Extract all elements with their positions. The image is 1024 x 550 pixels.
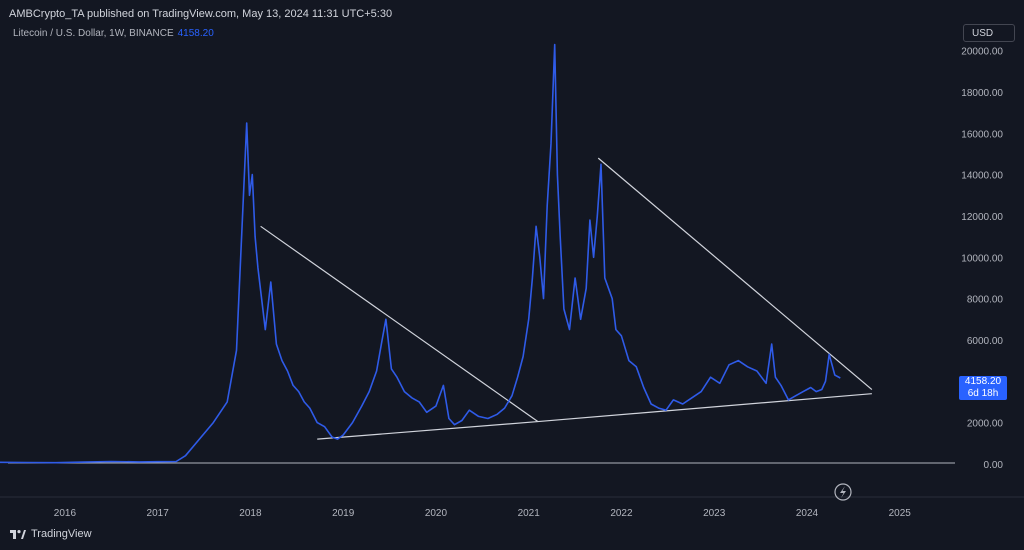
symbol-price: 4158.20	[177, 28, 214, 39]
y-tick-label: 6000.00	[967, 336, 1004, 347]
series-line-1	[0, 43, 841, 464]
trendline-1[interactable]	[260, 225, 539, 423]
footer	[0, 523, 1024, 550]
tradingview-brand[interactable]: TradingView	[10, 528, 92, 540]
price-tag: 4158.20 6d 18h	[959, 376, 1007, 400]
price-tag-value: 4158.20	[964, 376, 1002, 387]
x-tick-label: 2024	[796, 508, 819, 519]
x-tick-label: 2019	[332, 508, 355, 519]
y-tick-label: 2000.00	[967, 419, 1004, 430]
trendlines	[260, 157, 873, 440]
x-tick-label: 2020	[425, 508, 448, 519]
y-tick-label: 16000.00	[961, 129, 1003, 140]
price-series	[0, 43, 841, 464]
trendline-2[interactable]	[317, 420, 539, 440]
y-tick-label: 12000.00	[961, 212, 1003, 223]
tradingview-logo-icon	[10, 529, 26, 539]
y-tick-label: 10000.00	[961, 253, 1003, 264]
y-tick-label: 8000.00	[967, 295, 1004, 306]
y-axis: 0.002000.004000.006000.008000.0010000.00…	[961, 47, 1003, 471]
price-tag-countdown: 6d 18h	[967, 388, 999, 399]
lightning-icon[interactable]	[834, 483, 852, 501]
y-tick-label: 20000.00	[961, 47, 1003, 58]
x-tick-label: 2017	[147, 508, 170, 519]
currency-button[interactable]: USD	[963, 24, 1015, 42]
trendline-3[interactable]	[597, 157, 873, 391]
symbol-name: Litecoin / U.S. Dollar, 1W, BINANCE	[13, 28, 174, 39]
symbol-info: Litecoin / U.S. Dollar, 1W, BINANCE 4158.…	[13, 28, 214, 39]
x-tick-label: 2025	[889, 508, 912, 519]
x-tick-label: 2016	[54, 508, 77, 519]
published-header: AMBCrypto_TA published on TradingView.co…	[9, 8, 393, 20]
brand-label: TradingView	[31, 528, 92, 540]
x-tick-label: 2018	[239, 508, 262, 519]
trendline-4[interactable]	[537, 393, 872, 423]
y-tick-label: 14000.00	[961, 171, 1003, 182]
x-tick-label: 2021	[518, 508, 541, 519]
x-axis: 2016 2017 2018 2019 2020 2021 2022 2023 2024 2025	[54, 508, 911, 519]
y-tick-label: 18000.00	[961, 88, 1003, 99]
x-tick-label: 2022	[610, 508, 633, 519]
x-tick-label: 2023	[703, 508, 726, 519]
y-tick-label: 0.00	[984, 460, 1004, 471]
